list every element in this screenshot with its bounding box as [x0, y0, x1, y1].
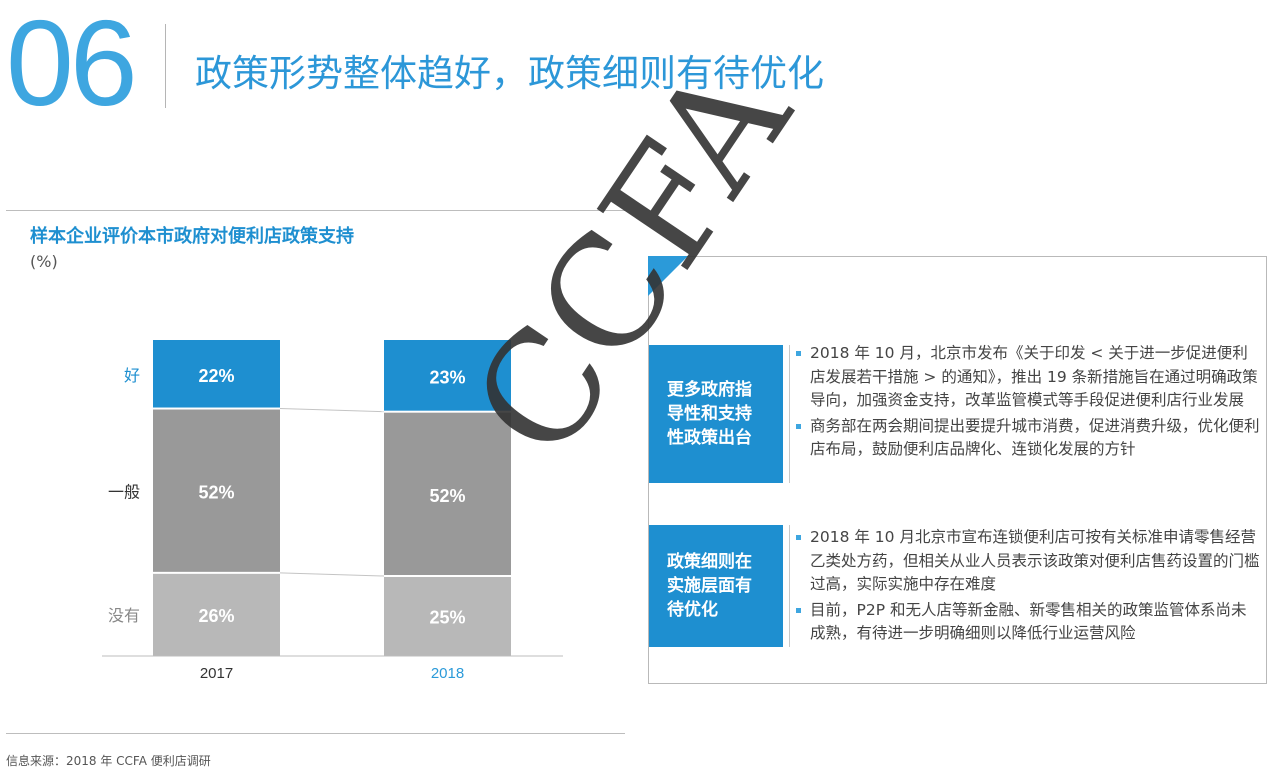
bullet-dot-icon — [796, 535, 801, 540]
panel-corner-accent — [648, 256, 688, 296]
bullet-text: 2018 年 10 月北京市宣布连锁便利店可按有关标准申请零售经营乙类处方药，但… — [810, 528, 1260, 593]
data-label: 25% — [429, 608, 465, 628]
chart-top-rule — [6, 210, 625, 211]
bullet-dot-icon — [796, 351, 801, 356]
bar-segment — [153, 409, 280, 572]
data-label: 22% — [198, 366, 234, 386]
bullet-item: 2018 年 10 月，北京市发布《关于印发 < 关于进一步促进便利店发展若干措… — [796, 342, 1261, 413]
section-heading-text: 更多政府指导性和支持性政策出台 — [667, 380, 752, 448]
bar-segment — [153, 340, 280, 408]
data-label: 52% — [198, 483, 234, 503]
bar-segment — [384, 412, 511, 575]
bar-segment — [153, 573, 280, 656]
bullet-dot-icon — [796, 423, 801, 429]
bullet-dot-icon — [796, 607, 801, 613]
title-divider — [165, 24, 166, 108]
bullet-text: 目前，P2P 和无人店等新金融、新零售相关的政策监管体系尚未成熟，有待进一步明确… — [810, 600, 1247, 643]
bullet-item: 商务部在两会期间提出要提升城市消费，促进消费升级，优化便利店布局，鼓励便利店品牌… — [796, 415, 1261, 462]
bullet-item: 目前，P2P 和无人店等新金融、新零售相关的政策监管体系尚未成熟，有待进一步明确… — [796, 599, 1261, 646]
chart-title: 样本企业评价本市政府对便利店政策支持 — [30, 226, 354, 247]
section-heading-2: 政策细则在实施层面有待优化 — [649, 525, 783, 647]
page-title: 政策形势整体趋好，政策细则有待优化 — [195, 52, 824, 95]
bullet-list-1: 2018 年 10 月，北京市发布《关于印发 < 关于进一步促进便利店发展若干措… — [796, 342, 1261, 464]
section-divider — [789, 345, 790, 483]
section-number: 06 — [6, 0, 138, 131]
section-divider — [789, 525, 790, 647]
connector-line — [279, 408, 385, 413]
bar-segment — [384, 577, 511, 656]
bullet-list-2: 2018 年 10 月北京市宣布连锁便利店可按有关标准申请零售经营乙类处方药，但… — [796, 526, 1261, 648]
chart-bottom-rule — [6, 733, 625, 734]
chart-unit: (%) — [30, 252, 58, 271]
section-heading-1: 更多政府指导性和支持性政策出台 — [649, 345, 783, 483]
series-label: 没有 — [108, 606, 140, 625]
data-label: 23% — [429, 367, 465, 387]
x-tick-label: 2018 — [431, 665, 464, 682]
bullet-text: 2018 年 10 月，北京市发布《关于印发 < 关于进一步促进便利店发展若干措… — [810, 344, 1258, 409]
series-label: 一般 — [108, 483, 140, 502]
bullet-item: 2018 年 10 月北京市宣布连锁便利店可按有关标准申请零售经营乙类处方药，但… — [796, 526, 1261, 597]
data-label: 52% — [429, 486, 465, 506]
connector-line — [279, 572, 385, 577]
bar-segment — [384, 340, 511, 411]
data-label: 26% — [198, 606, 234, 626]
series-label: 好 — [124, 366, 140, 385]
bullet-text: 商务部在两会期间提出要提升城市消费，促进消费升级，优化便利店布局，鼓励便利店品牌… — [810, 416, 1260, 459]
x-tick-label: 2017 — [200, 665, 233, 682]
source-note: 信息来源：2018 年 CCFA 便利店调研 — [6, 754, 211, 768]
section-heading-text: 政策细则在实施层面有待优化 — [667, 552, 752, 620]
